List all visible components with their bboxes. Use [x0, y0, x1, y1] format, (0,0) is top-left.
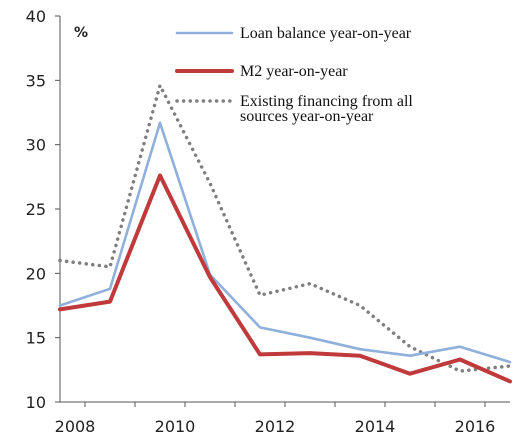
series-layer — [58, 83, 512, 384]
legend-label-3: sources year-on-year — [240, 108, 374, 125]
y-tick-label: 35 — [26, 71, 46, 90]
y-tick-label: 30 — [26, 136, 46, 155]
y-unit-label: % — [74, 25, 88, 41]
y-tick-label: 40 — [26, 7, 46, 26]
x-tick-label: 2012 — [255, 417, 296, 436]
series-line-2 — [58, 173, 512, 384]
axes: 10 15 20 25 30 35 40 2008 2010 2012 2014 2016% — [26, 7, 510, 436]
legend-label-1: Loan balance year-on-year — [240, 25, 412, 42]
x-tick-label: 2016 — [455, 417, 496, 436]
x-tick-label: 2014 — [355, 417, 396, 436]
x-tick-label: 2010 — [155, 417, 196, 436]
y-tick-label: 10 — [26, 393, 46, 412]
y-tick-label: 25 — [26, 200, 46, 219]
x-tick-label: 2008 — [55, 417, 96, 436]
y-tick-label: 20 — [26, 264, 46, 283]
legend-label-3: Existing financing from all — [240, 93, 413, 110]
series-line-1 — [58, 121, 512, 364]
y-tick-label: 15 — [26, 329, 46, 348]
legend: Loan balance year-on-year M2 year-on-year… — [175, 25, 413, 125]
legend-label-2: M2 year-on-year — [240, 63, 348, 80]
series-line-3 — [58, 83, 512, 373]
